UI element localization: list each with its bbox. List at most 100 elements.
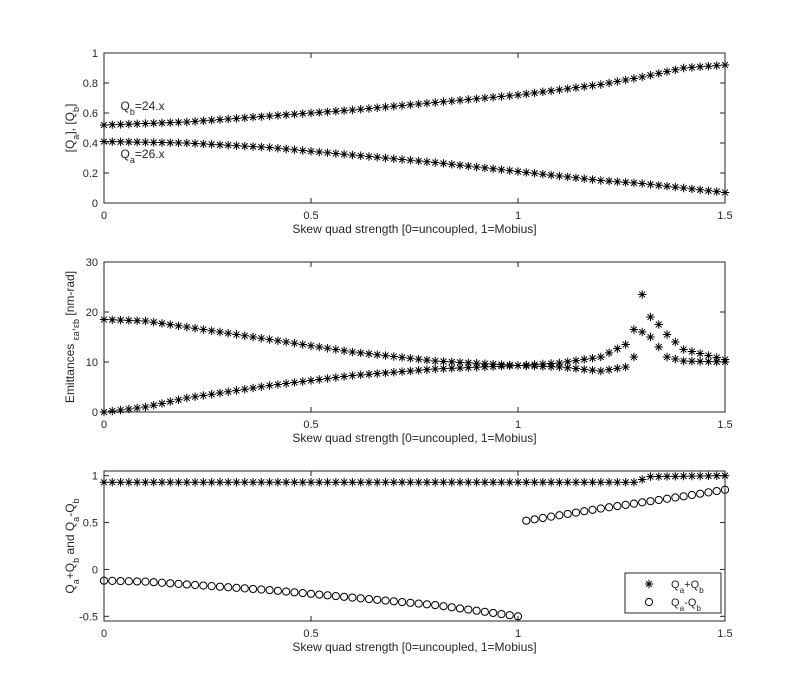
data-point — [679, 356, 688, 366]
data-point — [116, 137, 125, 146]
data-point — [439, 364, 448, 373]
data-point — [720, 355, 730, 364]
data-point — [638, 498, 647, 507]
data-point — [447, 364, 456, 373]
data-point — [364, 104, 374, 113]
data-point — [530, 478, 539, 487]
data-point — [406, 156, 415, 165]
series-2 — [99, 290, 730, 417]
data-point — [422, 478, 432, 487]
data-point — [530, 169, 539, 178]
data-point — [373, 369, 382, 378]
data-point — [654, 181, 663, 190]
x-axis-label: Skew quad strength [0=uncoupled, 1=Mobiu… — [292, 222, 536, 236]
data-point — [621, 362, 630, 372]
data-point — [546, 86, 556, 95]
data-point — [132, 478, 142, 487]
data-point — [505, 478, 514, 487]
data-point — [488, 362, 498, 371]
data-point — [356, 370, 365, 380]
data-point — [331, 373, 341, 382]
data-point — [240, 141, 249, 151]
y-tick-label: 0.5 — [83, 518, 98, 530]
data-point — [704, 62, 713, 71]
data-point — [257, 112, 266, 121]
data-point — [339, 478, 349, 487]
data-point — [124, 316, 134, 325]
data-point — [364, 152, 374, 161]
data-point — [464, 161, 473, 171]
data-point — [273, 111, 283, 120]
data-point — [671, 472, 680, 481]
data-point — [257, 142, 266, 152]
legend-box — [624, 572, 722, 614]
data-point — [108, 406, 117, 416]
series-3 — [522, 485, 730, 525]
data-point — [281, 110, 291, 119]
data-point — [315, 342, 324, 352]
data-point — [621, 478, 630, 487]
data-point — [224, 114, 233, 124]
data-point — [464, 605, 473, 614]
data-point — [306, 341, 316, 350]
data-point — [604, 503, 614, 512]
data-point — [99, 478, 109, 487]
data-point — [157, 478, 167, 487]
data-point — [141, 119, 150, 128]
data-point — [455, 363, 465, 373]
data-point — [687, 347, 697, 356]
data-point — [555, 511, 564, 520]
data-point — [149, 578, 158, 587]
data-point — [563, 363, 572, 372]
data-point — [190, 580, 200, 590]
data-point — [696, 489, 705, 498]
data-point — [455, 478, 465, 487]
y-tick-label: 0 — [92, 564, 98, 576]
y-axis-label: Qa+Qb and Qa-Qb — [63, 498, 81, 593]
data-point — [116, 120, 125, 129]
x-tick-label: 1.5 — [717, 419, 732, 431]
data-point — [588, 175, 597, 184]
data-point — [182, 322, 191, 332]
data-point — [671, 354, 680, 364]
data-point — [571, 173, 581, 182]
data-point — [695, 62, 705, 71]
data-point — [298, 109, 307, 118]
data-point — [406, 100, 415, 109]
data-point — [248, 142, 258, 151]
data-point — [190, 478, 200, 487]
data-point — [596, 366, 605, 376]
data-point — [290, 339, 299, 348]
data-point — [207, 116, 216, 125]
data-point — [364, 478, 374, 487]
data-point — [124, 478, 134, 487]
data-point — [190, 324, 200, 333]
data-point — [306, 589, 316, 598]
data-point — [588, 505, 597, 514]
data-point — [720, 188, 730, 197]
data-point — [224, 478, 233, 487]
data-point — [248, 478, 258, 487]
data-point — [124, 577, 133, 586]
data-point — [240, 331, 249, 340]
data-point — [381, 368, 390, 378]
x-axis-label: Skew quad strength [0=uncoupled, 1=Mobiu… — [292, 640, 536, 654]
data-point — [629, 352, 639, 362]
series-1 — [99, 471, 730, 487]
data-point — [555, 171, 564, 181]
data-point — [546, 170, 556, 180]
y-tick-label: 0.4 — [83, 138, 98, 150]
plot-area — [103, 52, 726, 204]
data-point — [348, 478, 357, 487]
y-tick-label: 1 — [92, 48, 98, 60]
data-point — [464, 478, 473, 487]
data-point — [596, 176, 605, 185]
x-tick-label: 1.5 — [717, 628, 732, 640]
x-tick-label: 1 — [515, 210, 521, 222]
y-tick-label: 10 — [86, 357, 98, 369]
data-point — [422, 355, 432, 365]
data-point — [315, 147, 324, 157]
data-point — [455, 161, 465, 170]
data-point — [687, 184, 697, 194]
